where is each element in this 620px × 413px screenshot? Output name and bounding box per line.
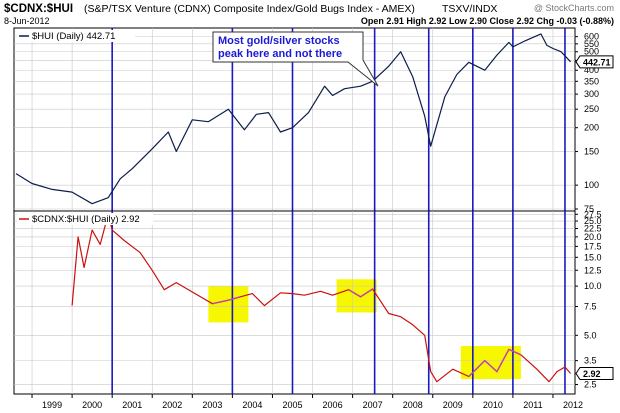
- chart-description: (S&P/TSX Venture (CDNX) Composite Index/…: [84, 3, 415, 15]
- x-tick-label: 2007: [363, 400, 383, 410]
- ratio-highlight-box: [208, 286, 249, 323]
- x-tick-label: 1999: [42, 400, 62, 410]
- x-tick-label: 2000: [82, 400, 102, 410]
- x-tick-label: 2009: [443, 400, 463, 410]
- ratio-y-tick-label: 15.0: [584, 252, 602, 262]
- hui-legend-box: [17, 30, 135, 42]
- x-tick-label: 2010: [483, 400, 503, 410]
- hui-last-value-tag: [575, 55, 614, 69]
- ratio-series: [71, 213, 572, 383]
- ratio-y-tick-label: 25.0: [584, 216, 602, 226]
- ratio-y-tick-label: 20.0: [584, 232, 602, 242]
- chart-exchange: TSXV/INDX: [442, 3, 497, 15]
- hui-y-tick-label: 100: [584, 180, 599, 190]
- ratio-y-tick-label: 7.5: [584, 302, 597, 312]
- ratio-highlight-segment: [468, 348, 522, 377]
- ratio-y-tick-label: 12.5: [584, 265, 602, 275]
- x-tick-label: 2005: [282, 400, 302, 410]
- hui-legend-label: $HUI (Daily) 442.71: [32, 31, 115, 42]
- ratio-vertical-markers: [111, 211, 566, 394]
- ratio-y-tick-label: 3.5: [584, 356, 597, 366]
- ratio-legend-label: $CDNX:$HUI (Daily) 2.92: [32, 214, 140, 225]
- ratio-highlight-box: [336, 279, 377, 313]
- ratio-y-tick-label: 17.5: [584, 241, 602, 251]
- ratio-panel: 27.525.022.520.017.515.0 12.5 10.0 7.5 5.0 3.…: [13, 209, 614, 395]
- hui-y-tick-label: 500: [584, 47, 599, 57]
- hui-last-value-label: 442.71: [583, 57, 611, 67]
- x-tick-label: 2004: [242, 400, 262, 410]
- ratio-y-tick-label: 2.5: [584, 380, 597, 390]
- callout-bubble: [212, 31, 379, 87]
- hui-y-tick-label: 350: [584, 76, 599, 86]
- chart-date: 8-Jun-2012: [4, 16, 50, 26]
- ratio-y-tick-label: 27.5: [584, 209, 602, 219]
- hui-y-tick-label: 300: [584, 89, 599, 99]
- hui-y-tick-label: 200: [584, 123, 599, 133]
- chart-quote: Open 2.91 High 2.92 Low 2.90 Close 2.92 …: [361, 16, 614, 26]
- chart-symbol-title: $CDNX:$HUI: [4, 3, 73, 15]
- x-tick-label: 2011: [523, 400, 542, 410]
- ratio-last-value-tag: [575, 366, 614, 380]
- x-tick-label: 2002: [162, 400, 182, 410]
- hui-y-tick-label: 150: [584, 147, 599, 157]
- x-tick-label: 2012: [563, 400, 583, 410]
- hui-y-tick-label: 600: [584, 32, 599, 42]
- x-tick-label: 2006: [323, 400, 343, 410]
- callout-line-1: Most gold/silver stocks: [218, 35, 340, 47]
- ratio-y-axis: 27.525.022.520.017.515.0 12.5 10.0 7.5 5.0 3.…: [575, 209, 614, 390]
- hui-y-axis: 60055050045040035030025020015010075442.7…: [575, 32, 614, 214]
- ratio-y-tick-label: 10.0: [584, 281, 602, 291]
- hui-y-tick-label: 75: [584, 204, 594, 214]
- ratio-gridlines: [14, 211, 575, 394]
- callout-annotation: Most gold/silver stocks peak here and no…: [212, 31, 379, 87]
- x-tick-label: 2001: [122, 400, 142, 410]
- stockcharts-watermark: @ StockCharts.com: [534, 3, 614, 13]
- hui-y-tick-label: 250: [584, 104, 599, 114]
- ratio-last-value-label: 2.92: [583, 369, 601, 379]
- x-tick-label: 2003: [202, 400, 222, 410]
- x-axis: 1999 2000 2001 2002 2003 2004 2005 2006 2007 2008…: [31, 394, 583, 410]
- ratio-highlight-segment: [348, 288, 373, 298]
- hui-y-tick-label: 400: [584, 65, 599, 75]
- x-tick-label: 2008: [403, 400, 423, 410]
- ratio-y-tick-label: 5.0: [584, 330, 597, 340]
- ratio-y-tick-label: 22.5: [584, 224, 602, 234]
- hui-series: [15, 33, 572, 205]
- ratio-highlight-segment: [212, 296, 241, 305]
- hui-y-tick-label: 550: [584, 39, 599, 49]
- callout-line-2: peak here and not there: [218, 48, 342, 60]
- hui-series-line: [15, 33, 572, 205]
- ratio-legend-box: [17, 213, 153, 225]
